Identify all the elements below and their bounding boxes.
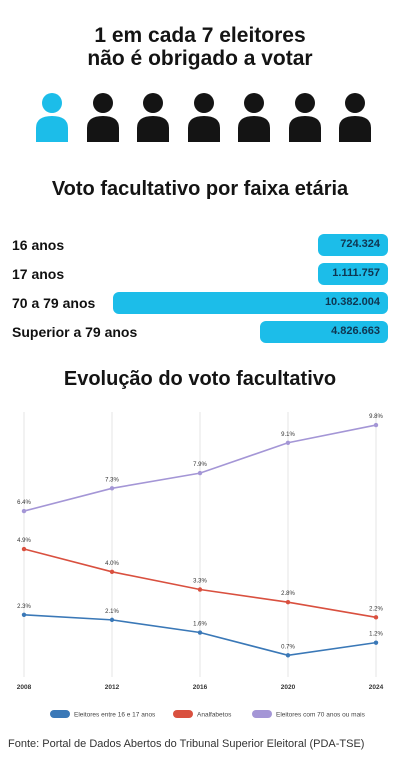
data-point <box>197 470 203 476</box>
legend-swatch <box>252 710 272 718</box>
evolution-line-chart-svg: 2008 2012 2016 2020 2024 2.3% 2.1% 1.6% 0.7% 1.2%… <box>17 412 384 719</box>
data-label: 9.8% <box>369 414 383 420</box>
person-icon <box>288 93 321 142</box>
data-point <box>373 615 379 620</box>
age-bar-row: 16 anos 724.324 <box>0 234 400 258</box>
data-label: 9.1% <box>281 432 295 438</box>
age-bar-value: 10.382.004 <box>324 296 380 308</box>
data-label: 2.8% <box>281 591 295 597</box>
age-bar <box>318 234 388 256</box>
pictogram <box>0 92 400 148</box>
data-point <box>21 508 27 514</box>
x-tick-label: 2020 <box>281 684 296 691</box>
data-label: 1.6% <box>193 622 207 628</box>
age-bar <box>260 321 388 343</box>
data-point <box>21 612 27 618</box>
age-bar-label: 17 anos <box>12 266 65 282</box>
data-point <box>21 546 27 552</box>
age-section-title: Voto facultativo por faixa etária <box>51 178 349 200</box>
data-label: 7.3% <box>105 477 119 483</box>
age-bar-value: 4.826.663 <box>331 325 380 337</box>
data-point <box>285 599 291 605</box>
age-bar <box>318 263 388 285</box>
data-label: 2.3% <box>17 604 31 610</box>
headline-line-1: 1 em cada 7 eleitores <box>94 24 306 47</box>
evolution-line-chart: 2008 2012 2016 2020 2024 2.3% 2.1% 1.6% 0.7% 1.2%… <box>0 408 400 728</box>
data-point <box>109 486 115 491</box>
person-icon <box>86 93 119 142</box>
data-point <box>373 640 379 645</box>
headline-line-2: não é obrigado a votar <box>87 47 313 70</box>
x-tick-label: 2008 <box>17 684 32 691</box>
data-label: 2.2% <box>369 606 383 612</box>
data-point <box>285 653 291 658</box>
person-icon <box>137 93 169 142</box>
data-label: 4.0% <box>105 561 119 567</box>
age-bar-label: 70 a 79 anos <box>12 295 96 311</box>
evolution-section-title: Evolução do voto facultativo <box>63 368 337 390</box>
data-label: 6.4% <box>17 500 31 506</box>
x-tick-label: 2016 <box>193 684 208 691</box>
data-label: 3.3% <box>193 579 207 585</box>
data-label: 0.7% <box>281 644 295 650</box>
data-point <box>109 617 115 623</box>
x-tick-label: 2012 <box>105 684 120 691</box>
person-icon <box>339 93 371 142</box>
legend-swatch <box>173 710 193 718</box>
legend-label: Eleitores entre 16 e 17 anos <box>74 712 156 719</box>
age-bar-row: 70 a 79 anos 10.382.004 <box>0 292 400 316</box>
legend-label: Analfabetos <box>197 712 232 719</box>
age-bar-row: Superior a 79 anos 4.826.663 <box>0 321 400 345</box>
data-label: 2.1% <box>105 609 119 615</box>
age-bar-label: Superior a 79 anos <box>12 324 138 340</box>
person-icon <box>36 93 68 142</box>
person-icon <box>187 93 220 142</box>
age-bar-value: 724.324 <box>340 238 380 250</box>
data-label: 4.9% <box>17 538 31 544</box>
data-point <box>197 587 203 592</box>
data-point <box>373 422 379 428</box>
age-bar <box>113 292 388 314</box>
headline: 1 em cada 7 eleitores não é obrigado a v… <box>0 24 400 70</box>
data-label: 7.9% <box>193 462 207 468</box>
age-bar-value: 1.111.757 <box>332 267 380 279</box>
age-bar-label: 16 anos <box>12 237 65 253</box>
age-bar-row: 17 anos 1.111.757 <box>0 263 400 287</box>
x-tick-label: 2024 <box>369 684 384 691</box>
data-point <box>285 440 291 445</box>
data-point <box>197 630 203 635</box>
source-note: Fonte: Portal de Dados Abertos do Tribun… <box>8 738 365 750</box>
data-label: 1.2% <box>369 632 383 638</box>
legend-swatch <box>50 710 70 718</box>
legend-label: Eleitores com 70 anos ou mais <box>276 712 366 719</box>
person-icon <box>238 93 270 142</box>
data-point <box>109 569 115 574</box>
